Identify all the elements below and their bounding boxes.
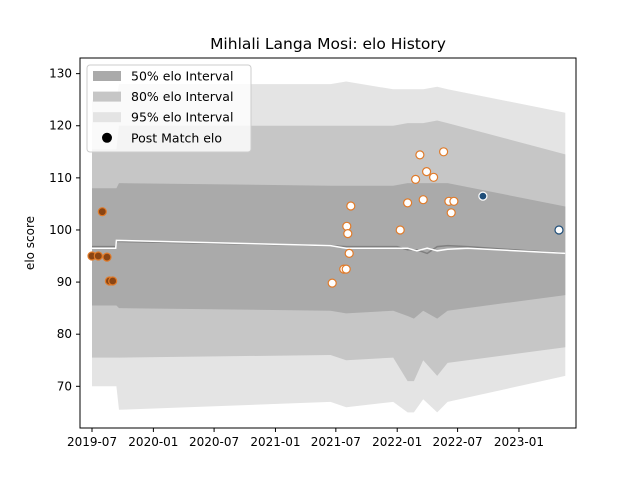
legend: 50% elo Interval 80% elo Interval 95% elo … [86, 64, 252, 153]
post-match-elo-point [411, 174, 421, 184]
x-tick-label: 2020-07 [189, 435, 239, 449]
legend-marker [102, 132, 112, 143]
post-match-elo-point [415, 150, 425, 160]
post-match-elo-point [93, 251, 103, 261]
legend-label: 50% elo Interval [131, 69, 233, 84]
post-match-elo-point [108, 276, 118, 286]
band-50 [92, 183, 566, 319]
post-match-elo-point [102, 252, 112, 262]
y-tick-label: 130 [49, 67, 72, 81]
post-match-elo-point [344, 248, 354, 258]
post-match-elo-point [422, 167, 432, 177]
post-match-elo-point [327, 278, 337, 288]
x-tick-label: 2021-07 [311, 435, 361, 449]
legend-swatch [93, 71, 121, 81]
post-match-elo-point [346, 201, 356, 211]
legend-swatch [93, 112, 121, 123]
y-axis: 70 80 90 100 110 120 130 [49, 67, 80, 393]
post-match-elo-point [418, 195, 428, 205]
post-match-elo-point [97, 207, 107, 217]
legend-label: Post Match elo [131, 130, 222, 145]
plot-area [87, 81, 566, 413]
x-tick-label: 2019-07 [67, 435, 117, 449]
post-match-elo-point [343, 229, 353, 239]
post-match-elo-point [403, 198, 413, 208]
axes-frame [79, 57, 577, 429]
x-tick-label: 2023-01 [494, 435, 544, 449]
legend-label: 80% elo Interval [131, 89, 233, 104]
post-match-elo-point [429, 172, 439, 182]
post-match-elo-point [439, 147, 449, 157]
legend-swatch [93, 91, 121, 102]
legend-box [86, 64, 252, 153]
y-tick-label: 110 [49, 171, 72, 185]
y-axis-label: elo score [23, 216, 37, 270]
post-match-elo-point [341, 264, 351, 274]
y-tick-label: 70 [57, 379, 72, 393]
x-tick-label: 2022-01 [372, 435, 422, 449]
x-tick-label: 2022-07 [433, 435, 483, 449]
post-match-elo-point [395, 225, 405, 235]
legend-label: 95% elo Interval [131, 110, 233, 125]
chart-title: Mihlali Langa Mosi: elo History [210, 35, 446, 53]
x-tick-label: 2020-01 [128, 435, 178, 449]
y-tick-label: 120 [49, 119, 72, 133]
x-axis: 2019-07 2020-01 2020-07 2021-01 2021-07 2022-… [67, 428, 544, 449]
x-tick-label: 2021-01 [250, 435, 300, 449]
y-tick-label: 90 [57, 275, 72, 289]
post-match-elo-point [478, 191, 488, 201]
post-match-elo-point [554, 225, 564, 235]
y-tick-label: 100 [49, 223, 72, 237]
post-match-elo-point [446, 208, 456, 218]
mean-elo-line [92, 239, 566, 255]
post-match-elo-point [449, 196, 459, 206]
y-tick-label: 80 [57, 327, 72, 341]
post-match-elo-point [342, 221, 352, 231]
